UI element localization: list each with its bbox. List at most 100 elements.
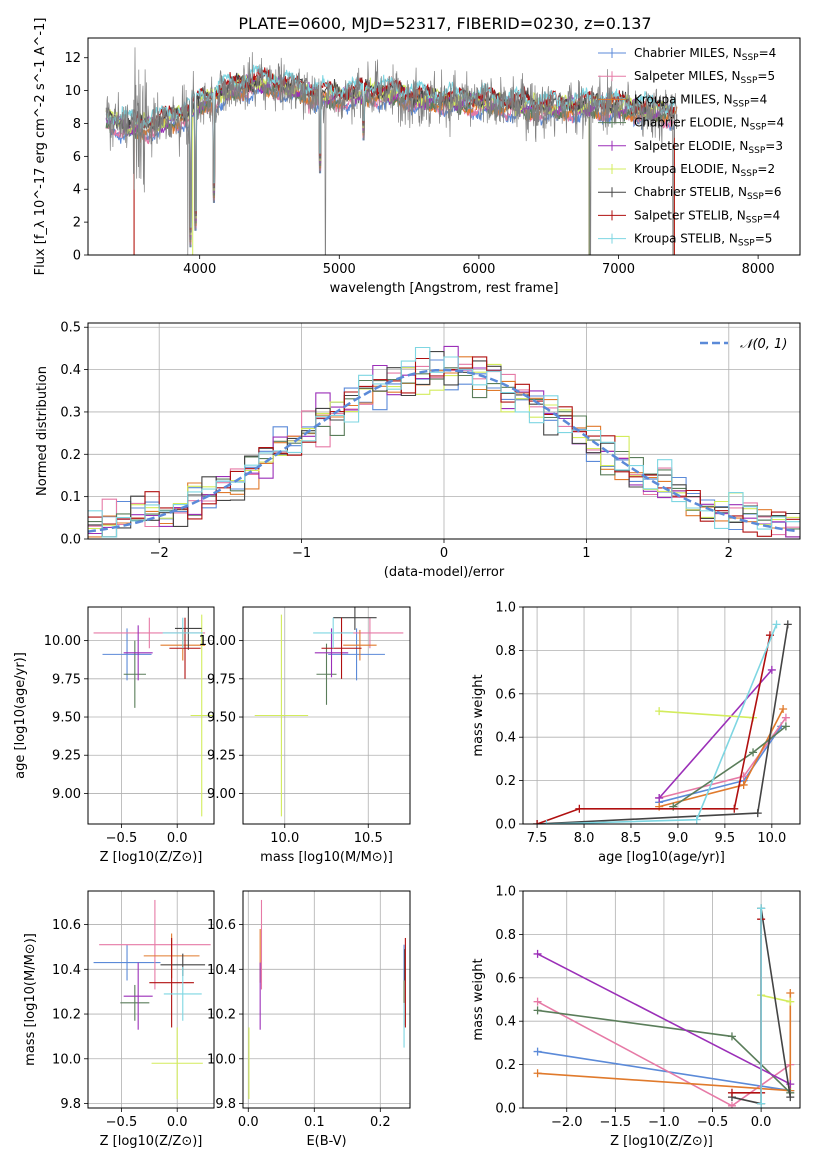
- legend-entry-subscript: SSP: [738, 239, 755, 249]
- errorbar-point-kroupa-miles: [343, 629, 377, 661]
- weight-marker: [575, 804, 584, 813]
- weight-marker: [749, 748, 758, 757]
- weight-marker: [533, 997, 542, 1006]
- plot-area: [254, 607, 404, 817]
- y-tick-label: 10.2: [207, 1008, 236, 1023]
- axes-frame: [242, 606, 411, 825]
- x-axis-label: E(B-V): [306, 1134, 346, 1149]
- y-tick-label: 9.75: [52, 672, 81, 687]
- errorbar-point-kroupa-elodie: [190, 614, 213, 817]
- weight-marker: [772, 620, 781, 629]
- y-tick-label: 9.50: [207, 711, 236, 726]
- x-tick-label: 0.0: [238, 1115, 259, 1130]
- errorbar-point-kroupa-stelib: [162, 617, 203, 649]
- y-tick-label: 9.00: [207, 787, 236, 802]
- legend-entry-subscript: SSP: [741, 169, 758, 179]
- weight-marker: [786, 997, 795, 1006]
- legend-entry-name: Kroupa STELIB, N: [634, 232, 738, 246]
- y-tick-label: 8: [73, 117, 81, 132]
- axes-frame: [522, 890, 801, 1109]
- x-tick-label: −2: [150, 546, 169, 561]
- errorbar-point-chabrier-miles: [102, 628, 152, 681]
- residuals-panel: 𝒩(0, 1) −2 −1 0 1 2 0.0 0.1 0.2 0.3 0.4 0.5 (data-mo…: [35, 321, 801, 580]
- x-tick-label: 8.0: [574, 831, 595, 846]
- y-tick-label: 9.25: [52, 749, 81, 764]
- legend-entry-count: =4: [759, 46, 777, 60]
- y-tick-label: 10.0: [52, 1052, 81, 1067]
- weight-marker: [533, 820, 542, 824]
- y-tick-label: 9.00: [52, 787, 81, 802]
- x-axis-label: mass [log10(M/M⊙)]: [260, 850, 393, 865]
- y-tick-label: 10.6: [207, 918, 236, 933]
- weight-vs-age-panel: 7.5 8.0 8.5 9.0 9.5 10.0 0.0 0.2 0.4 0.6 0.8 1.0 age…: [471, 601, 801, 865]
- y-tick-label: 10.4: [52, 963, 81, 978]
- errorbar-point-kroupa-stelib: [163, 967, 202, 1021]
- errorbar-point-salpeter-stelib: [321, 617, 362, 679]
- weight-line: [537, 953, 791, 1085]
- weight-series-chabrier-elodie: [669, 722, 790, 811]
- y-tick-label: 0.8: [495, 928, 516, 943]
- weight-marker: [655, 793, 664, 802]
- y-axis-label: Flux [f_λ 10^-17 erg cm^-2 s^-1 A^-1]: [33, 18, 48, 276]
- y-tick-label: 10.4: [207, 963, 236, 978]
- x-tick-label: 0.0: [167, 1115, 188, 1130]
- y-tick-label: 10.0: [207, 1052, 236, 1067]
- model-spectrum-kroupa-elodie: [105, 71, 675, 235]
- weight-marker: [542, 820, 551, 824]
- y-tick-label: 0.2: [60, 448, 81, 463]
- legend-entry: Chabrier ELODIE, NSSP=4: [634, 116, 784, 133]
- legend-entry: Kroupa MILES, NSSP=4: [634, 92, 767, 109]
- weight-marker: [655, 707, 664, 716]
- weight-marker: [727, 1101, 736, 1108]
- y-axis-label: mass [log10(M/M⊙)]: [23, 933, 38, 1066]
- y-tick-label: 0.6: [495, 687, 516, 702]
- legend-entry: Salpeter STELIB, NSSP=4: [634, 208, 780, 225]
- weight-line: [537, 1050, 791, 1092]
- x-tick-label: −0.5: [697, 1115, 729, 1130]
- weight-series-kroupa-stelib: [757, 904, 766, 1108]
- legend-entry-count: =4: [766, 116, 784, 130]
- weight-marker: [730, 804, 739, 813]
- legend-entry: Chabrier STELIB, NSSP=6: [634, 185, 782, 202]
- errorbar-point-chabrier-stelib: [333, 607, 377, 630]
- x-axis-label: Z [log10(Z/Z⊙)]: [100, 850, 203, 865]
- weight-line: [546, 624, 778, 824]
- x-tick-label: 4000: [183, 262, 216, 277]
- x-tick-label: −2.0: [551, 1115, 583, 1130]
- legend-entry: Kroupa STELIB, NSSP=5: [634, 232, 772, 249]
- weight-series-kroupa-stelib: [542, 620, 781, 824]
- y-tick-label: 9.75: [207, 672, 236, 687]
- legend-entry-name: Chabrier MILES, N: [634, 46, 742, 60]
- legend-entry-subscript: SSP: [733, 99, 750, 109]
- x-tick-label: 10.0: [270, 831, 299, 846]
- weight-marker: [533, 1069, 542, 1078]
- x-axis-label: age [log10(age/yr)]: [598, 850, 725, 865]
- plot-area: [93, 899, 211, 1100]
- y-tick-label: 2: [73, 216, 81, 231]
- y-tick-label: 0.2: [495, 774, 516, 789]
- legend-entry-subscript: SSP: [741, 76, 758, 86]
- x-tick-label: 10.0: [757, 831, 786, 846]
- y-tick-label: 0.6: [495, 971, 516, 986]
- errorbar-point-salpeter-miles: [99, 899, 211, 990]
- legend-entry: Chabrier MILES, NSSP=4: [634, 46, 776, 63]
- plot-area: [105, 47, 678, 255]
- normal-reference-curve: [88, 368, 798, 533]
- mass-vs-metallicity-panel: −0.5 0.0 9.8 10.0 10.2 10.4 10.6 Z [log10(Z/Z⊙)…: [23, 890, 215, 1149]
- legend-entry: 𝒩(0, 1): [740, 337, 787, 352]
- x-tick-label: −0.5: [106, 831, 138, 846]
- weight-marker: [533, 1006, 542, 1015]
- y-tick-label: 0.3: [60, 405, 81, 420]
- residual-histogram-kroupa-stelib: [88, 346, 800, 538]
- weight-marker: [739, 780, 748, 789]
- axes-frame: [87, 890, 215, 1109]
- y-tick-label: 0.0: [60, 533, 81, 548]
- errorbar-point-kroupa-elodie: [151, 1027, 203, 1100]
- x-tick-label: 9.5: [715, 831, 736, 846]
- y-tick-label: 0.0: [495, 818, 516, 833]
- weight-marker: [533, 949, 542, 958]
- legend-entry: Kroupa ELODIE, NSSP=2: [634, 162, 775, 179]
